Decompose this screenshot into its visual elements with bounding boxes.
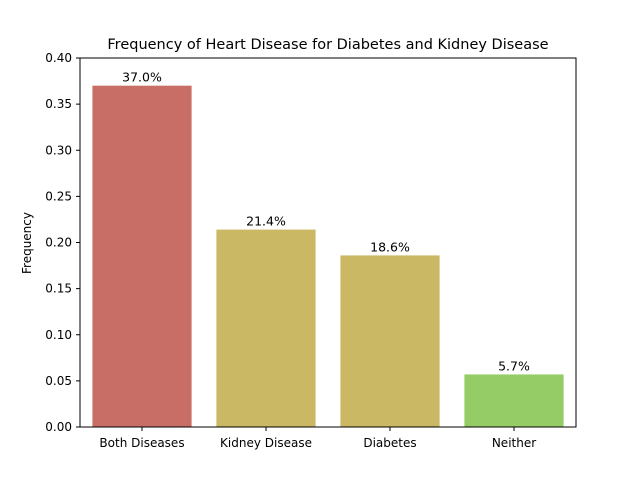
- x-tick-label-0: Both Diseases: [99, 436, 184, 450]
- y-axis-label: Frequency: [20, 212, 34, 274]
- bars-group: [92, 85, 564, 428]
- plot-frame: [79, 57, 577, 428]
- y-tick-label-2: 0.10: [45, 328, 72, 342]
- x-axis-ticks: Both Diseases Kidney Disease Diabetes Neith…: [99, 427, 536, 450]
- y-axis-ticks: 0.00 0.05 0.10 0.15 0.20 0.25 0.30 0.35 0.40: [45, 51, 80, 434]
- x-tick-label-2: Diabetes: [363, 436, 416, 450]
- y-tick-label-0: 0.00: [45, 420, 72, 434]
- bar-2: [340, 255, 440, 427]
- data-label-0: 37.0%: [122, 70, 162, 85]
- data-label-3: 5.7%: [498, 358, 530, 373]
- y-tick-label-4: 0.20: [45, 236, 72, 250]
- bar-0: [92, 85, 192, 428]
- y-tick-label-7: 0.35: [45, 97, 72, 111]
- y-tick-label-1: 0.05: [45, 374, 72, 388]
- y-tick-label-8: 0.40: [45, 51, 72, 65]
- y-tick-label-5: 0.25: [45, 189, 72, 203]
- chart-title: Frequency of Heart Disease for Diabetes …: [107, 37, 548, 53]
- x-tick-label-3: Neither: [492, 436, 536, 450]
- bar-3: [464, 374, 564, 427]
- data-label-1: 21.4%: [246, 214, 286, 229]
- y-tick-label-6: 0.30: [45, 143, 72, 157]
- data-labels-group: 37.0% 21.4% 18.6% 5.7%: [122, 70, 530, 374]
- x-tick-label-1: Kidney Disease: [220, 436, 312, 450]
- y-tick-label-3: 0.15: [45, 282, 72, 296]
- bar-1: [216, 229, 316, 427]
- data-label-2: 18.6%: [370, 239, 410, 254]
